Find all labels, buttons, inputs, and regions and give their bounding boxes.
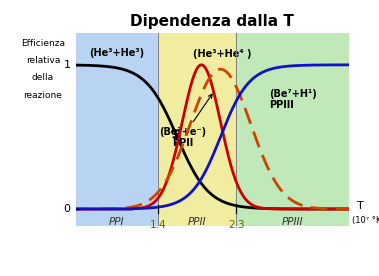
Text: 1: 1 [64, 60, 70, 70]
Bar [236, 33, 349, 226]
Text: della: della [32, 73, 54, 83]
Bar [158, 33, 236, 226]
Text: (Be⁷+e⁻)
PPII: (Be⁷+e⁻) PPII [159, 94, 212, 148]
Text: PPIII: PPIII [282, 217, 303, 227]
Title: Dipendenza dalla T: Dipendenza dalla T [130, 14, 294, 29]
Text: PPII: PPII [188, 217, 206, 227]
Text: (Be⁷+H¹)
PPIII: (Be⁷+H¹) PPIII [269, 89, 317, 110]
Text: 0: 0 [64, 204, 70, 214]
Text: PPI: PPI [167, 127, 180, 147]
Text: (He³+He⁴ ): (He³+He⁴ ) [193, 49, 251, 59]
Text: reazione: reazione [23, 91, 62, 100]
Text: T: T [357, 201, 364, 211]
Text: PPI: PPI [109, 217, 125, 227]
Text: Efficienza: Efficienza [21, 39, 65, 48]
Text: 1.4: 1.4 [150, 220, 166, 230]
Bar [76, 33, 158, 226]
Text: 2.3: 2.3 [228, 220, 244, 230]
Text: relativa: relativa [26, 56, 60, 65]
Text: (10⁷ °K): (10⁷ °K) [352, 216, 379, 225]
Text: (He³+He³): (He³+He³) [89, 48, 144, 58]
